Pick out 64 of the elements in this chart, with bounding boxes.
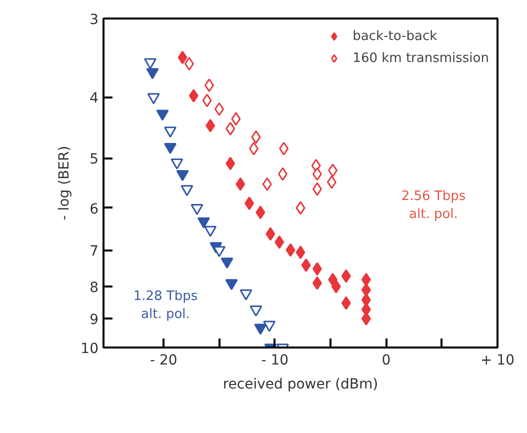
point <box>262 177 272 191</box>
annotation: 1.28 Tbps alt. pol. <box>133 289 198 322</box>
point <box>197 217 210 228</box>
point <box>250 306 262 317</box>
point <box>188 88 198 102</box>
x-tick-label: + 10 <box>480 352 514 368</box>
point <box>312 182 322 196</box>
x-tick-label: - 10 <box>261 352 289 368</box>
point <box>296 246 306 260</box>
legend-label: back-to-back <box>352 28 438 44</box>
y-tick-label: 6 <box>90 201 99 218</box>
annotation: 2.56 Tbps alt. pol. <box>401 189 466 222</box>
legend-label: 160 km transmission <box>352 50 489 66</box>
point <box>204 78 214 92</box>
point <box>249 142 259 156</box>
point <box>240 289 252 300</box>
point <box>278 167 288 181</box>
point <box>279 142 289 156</box>
point <box>301 258 311 272</box>
point <box>326 175 336 189</box>
y-tick-label: 7 <box>90 244 99 260</box>
point <box>266 227 276 241</box>
point <box>236 177 246 191</box>
x-tick-label: 0 <box>382 352 391 368</box>
point <box>296 201 306 215</box>
point <box>331 280 341 294</box>
point <box>361 272 371 286</box>
point <box>178 50 188 64</box>
y-tick-label: 10 <box>80 341 99 357</box>
y-tick-label: 5 <box>90 152 99 168</box>
point <box>251 130 261 144</box>
point <box>312 276 322 290</box>
y-tick-label: 8 <box>90 280 99 296</box>
point <box>184 56 194 70</box>
x-tick-label: - 20 <box>150 352 178 368</box>
point <box>341 296 351 310</box>
point <box>312 262 322 276</box>
point <box>328 164 338 178</box>
point <box>220 258 234 269</box>
point <box>256 206 266 220</box>
point <box>231 112 241 126</box>
point <box>361 283 371 297</box>
y-tick-label: 3 <box>90 12 99 28</box>
point <box>254 324 267 335</box>
point <box>225 279 238 290</box>
y-tick-label: 9 <box>90 312 99 328</box>
y-axis-title: - log (BER) <box>56 146 73 220</box>
point <box>180 185 194 196</box>
y-tick-label: 4 <box>90 90 99 107</box>
point <box>361 302 371 316</box>
point <box>226 156 236 170</box>
point <box>206 118 216 132</box>
point <box>341 269 351 283</box>
point <box>263 320 276 332</box>
point <box>204 226 217 237</box>
point <box>286 243 296 257</box>
x-axis-title: received power (dBm) <box>222 376 378 392</box>
point <box>312 167 322 181</box>
point <box>274 235 284 249</box>
point <box>202 94 212 108</box>
point <box>361 293 371 307</box>
point <box>244 196 254 210</box>
point <box>190 204 204 216</box>
point <box>226 122 236 136</box>
